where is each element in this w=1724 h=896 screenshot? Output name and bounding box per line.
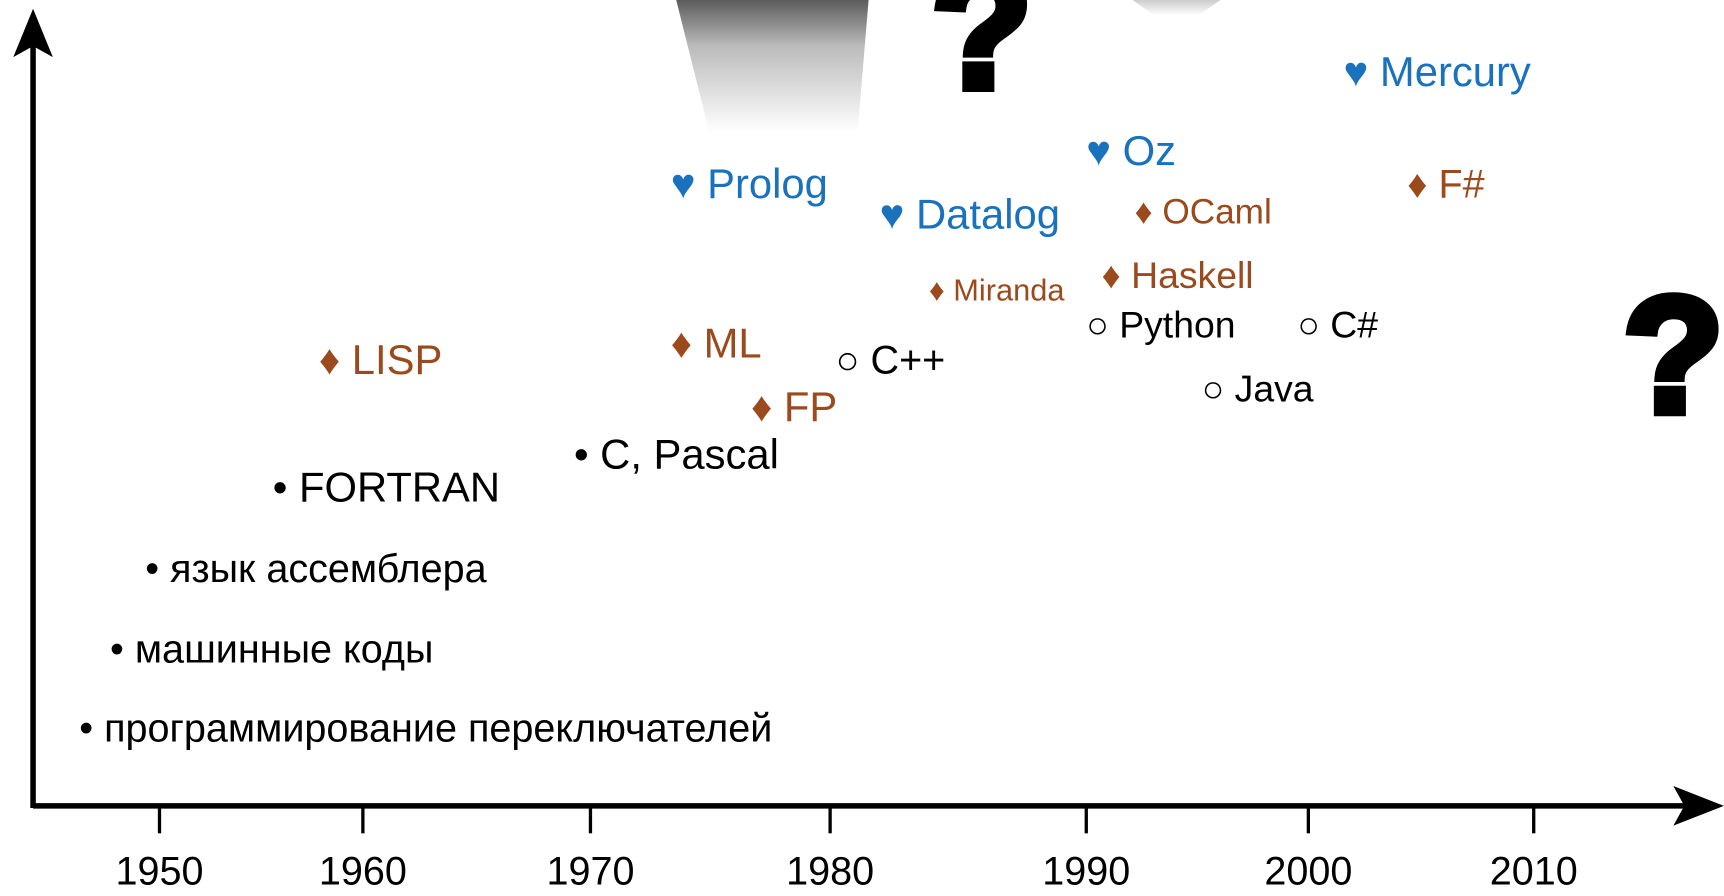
question-mark: ? xyxy=(1623,263,1724,447)
language-label: ♦ Haskell xyxy=(1102,254,1254,296)
language-label: • программирование переключателей xyxy=(79,707,772,751)
language-label: ♦ FP xyxy=(751,383,837,430)
language-label: • язык ассемблера xyxy=(145,547,486,591)
year-label: 2000 xyxy=(1264,849,1352,893)
language-label: ♦ LISP xyxy=(319,336,442,383)
language-label: ○ C++ xyxy=(836,338,946,382)
year-label: 1980 xyxy=(786,849,874,893)
language-label: • машинные коды xyxy=(110,627,433,671)
language-label: ♥ Mercury xyxy=(1344,48,1531,95)
server-picture xyxy=(676,0,868,132)
language-label: ○ C# xyxy=(1297,303,1378,345)
language-label: ○ Python xyxy=(1086,303,1235,345)
year-label: 1960 xyxy=(319,849,407,893)
year-label: 2010 xyxy=(1490,849,1578,893)
timeline-diagram: 1950 1960 1970 1980 1990 2000 2010 • программир… xyxy=(0,0,1724,896)
axes xyxy=(13,9,1724,826)
page: { "axis": { "years": ["1950", "1960", "1… xyxy=(0,0,1724,896)
language-label: • FORTRAN xyxy=(273,463,500,510)
question-mark: ? xyxy=(931,0,1032,123)
language-label: ♥ Oz xyxy=(1086,127,1176,174)
year-label: 1970 xyxy=(546,849,634,893)
language-label: ♥ Datalog xyxy=(880,191,1060,238)
language-label: ♦ F# xyxy=(1407,162,1484,206)
language-label: ♦ ML xyxy=(671,319,762,366)
year-label: 1990 xyxy=(1042,849,1130,893)
language-label: • C, Pascal xyxy=(574,430,779,477)
language-label: ○ Java xyxy=(1202,367,1314,409)
picture-fragment xyxy=(1132,0,1220,15)
language-label: ♦ OCaml xyxy=(1135,193,1272,232)
year-label: 1950 xyxy=(115,849,203,893)
language-label: ♥ Prolog xyxy=(671,160,828,207)
language-label: ♦ Miranda xyxy=(929,273,1065,308)
